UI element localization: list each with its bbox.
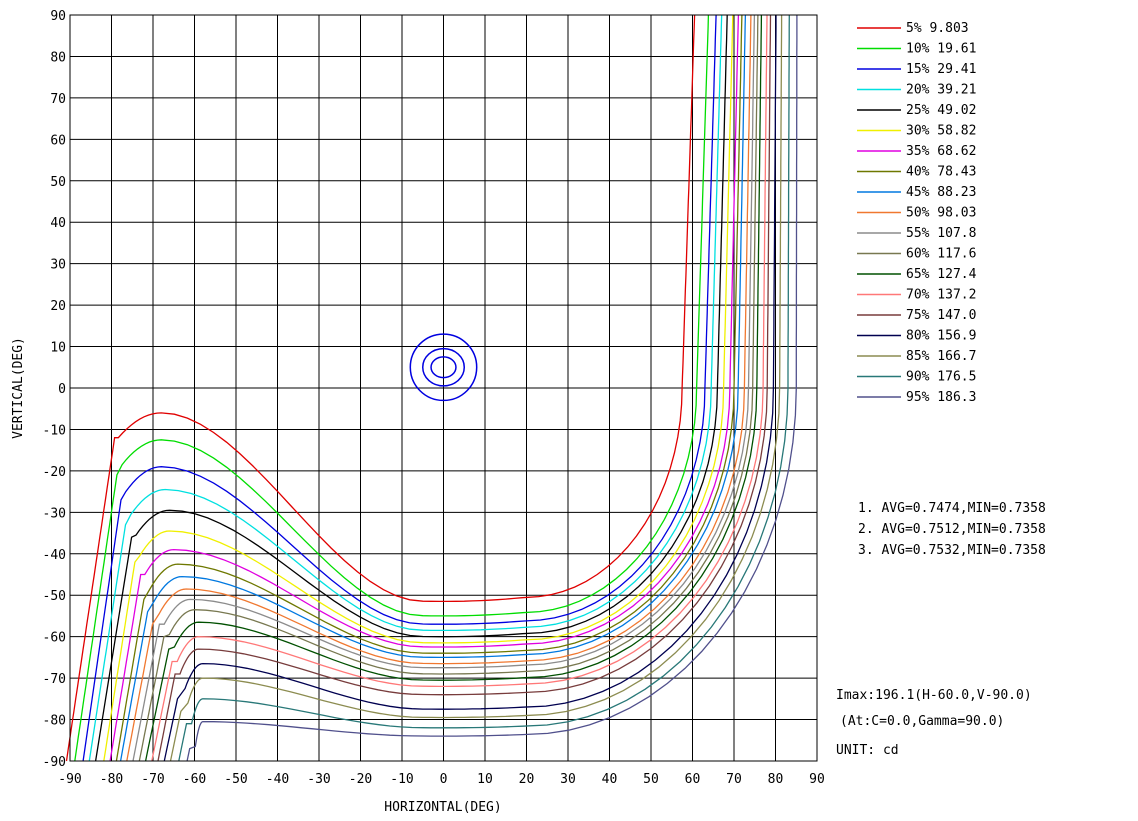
y-tick-label: 50 xyxy=(50,175,66,190)
legend-label: 75% 147.0 xyxy=(906,308,976,323)
y-tick-label: -30 xyxy=(43,506,66,521)
contour-12 xyxy=(138,14,759,762)
y-tick-label: -10 xyxy=(43,423,66,438)
y-tick-label: -80 xyxy=(43,714,66,729)
unit-annotation: UNIT: cd xyxy=(836,743,899,758)
y-tick-label: 30 xyxy=(50,258,66,273)
legend: 5% 9.803 10% 19.61 15% 29.41 20% 39.21 2… xyxy=(857,21,977,405)
x-tick-label: 50 xyxy=(643,772,659,787)
x-tick-label: -10 xyxy=(390,772,413,787)
y-tick-label: 40 xyxy=(50,216,66,231)
legend-label: 80% 156.9 xyxy=(906,329,976,344)
y-tick-label: 70 xyxy=(50,92,66,107)
y-tick-label: -90 xyxy=(43,755,66,770)
x-tick-label: -70 xyxy=(141,772,164,787)
legend-label: 90% 176.5 xyxy=(906,370,976,385)
imax-annotation: Imax:196.1(H-60.0,V-90.0) xyxy=(836,688,1032,703)
y-tick-labels: 90 80 70 60 50 40 30 20 10 0 -10 -20 -30 -40 -50 -60 -70… xyxy=(43,9,66,770)
x-tick-label: 40 xyxy=(602,772,618,787)
legend-label: 35% 68.62 xyxy=(906,144,976,159)
y-tick-label: 90 xyxy=(50,9,66,24)
stats-annotation: 1. AVG=0.7474,MIN=0.7358 2. AVG=0.7512,M… xyxy=(858,501,1046,558)
legend-label: 70% 137.2 xyxy=(906,288,976,303)
legend-label: 20% 39.21 xyxy=(906,83,976,98)
marker-ring-2 xyxy=(422,347,465,387)
legend-label: 40% 78.43 xyxy=(906,165,976,180)
contour-2 xyxy=(74,14,710,762)
center-marker xyxy=(409,333,478,402)
contour-5 xyxy=(94,14,728,762)
marker-ring-1 xyxy=(409,333,478,402)
contour-10 xyxy=(126,14,752,762)
y-tick-label: -40 xyxy=(43,548,66,563)
legend-label: 25% 49.02 xyxy=(906,103,976,118)
contour-13 xyxy=(144,14,763,762)
y-tick-label: 20 xyxy=(50,299,66,314)
contour-17 xyxy=(169,15,783,762)
contour-14 xyxy=(151,14,768,762)
x-tick-label: -90 xyxy=(58,772,81,787)
legend-label: 85% 166.7 xyxy=(906,349,976,364)
x-tick-label: 0 xyxy=(440,772,448,787)
contour-19 xyxy=(186,15,798,762)
contour-16 xyxy=(163,15,777,762)
y-tick-label: 80 xyxy=(50,50,66,65)
y-tick-label: -20 xyxy=(43,465,66,480)
contour-8 xyxy=(115,14,743,762)
contour-6 xyxy=(103,14,734,762)
legend-label: 10% 19.61 xyxy=(906,42,976,57)
at-annotation: (At:C=0.0,Gamma=90.0) xyxy=(840,714,1004,729)
legend-label: 50% 98.03 xyxy=(906,206,976,221)
x-tick-label: 20 xyxy=(519,772,535,787)
x-tick-label: 90 xyxy=(809,772,825,787)
stats-line-2: 2. AVG=0.7512,MIN=0.7358 xyxy=(858,522,1046,537)
y-tick-label: -60 xyxy=(43,631,66,646)
contour-1 xyxy=(65,14,696,762)
contour-9 xyxy=(119,14,747,762)
x-tick-label: 80 xyxy=(768,772,784,787)
contour-curves xyxy=(65,14,798,762)
contour-11 xyxy=(132,14,756,762)
legend-label: 15% 29.41 xyxy=(906,62,976,77)
x-tick-label: 70 xyxy=(726,772,742,787)
legend-label: 45% 88.23 xyxy=(906,185,976,200)
contour-3 xyxy=(82,14,717,762)
stats-line-1: 1. AVG=0.7474,MIN=0.7358 xyxy=(858,501,1046,516)
x-tick-label: -40 xyxy=(266,772,289,787)
y-axis-title: VERTICAL(DEG) xyxy=(11,337,26,439)
legend-label: 55% 107.8 xyxy=(906,226,976,241)
y-tick-label: 0 xyxy=(58,382,66,397)
x-tick-label: -60 xyxy=(183,772,206,787)
x-axis-title: HORIZONTAL(DEG) xyxy=(384,800,501,815)
legend-label: 60% 117.6 xyxy=(906,247,976,262)
legend-label: 65% 127.4 xyxy=(906,267,977,282)
y-tick-label: 60 xyxy=(50,133,66,148)
x-tick-label: 30 xyxy=(560,772,576,787)
x-tick-label: -30 xyxy=(307,772,330,787)
x-tick-label: 10 xyxy=(477,772,493,787)
x-tick-label: 60 xyxy=(685,772,701,787)
stats-line-3: 3. AVG=0.7532,MIN=0.7358 xyxy=(858,543,1046,558)
marker-ring-3 xyxy=(430,356,457,379)
plot-frame xyxy=(69,14,818,762)
contour-4 xyxy=(88,14,723,762)
y-tick-label: -50 xyxy=(43,589,66,604)
contour-18 xyxy=(178,14,790,762)
x-tick-label: -80 xyxy=(100,772,123,787)
x-tick-label: -50 xyxy=(224,772,247,787)
contour-15 xyxy=(157,14,772,762)
x-tick-labels: -90 -80 -70 -60 -50 -40 -30 -20 -10 0 10 20 30 40 50 60… xyxy=(58,772,825,787)
y-tick-label: 10 xyxy=(50,341,66,356)
legend-label: 5% 9.803 xyxy=(906,21,969,36)
contour-7 xyxy=(109,14,740,762)
legend-label: 30% 58.82 xyxy=(906,124,976,139)
x-tick-label: -20 xyxy=(349,772,372,787)
y-tick-label: -70 xyxy=(43,672,66,687)
legend-label: 95% 186.3 xyxy=(906,390,976,405)
